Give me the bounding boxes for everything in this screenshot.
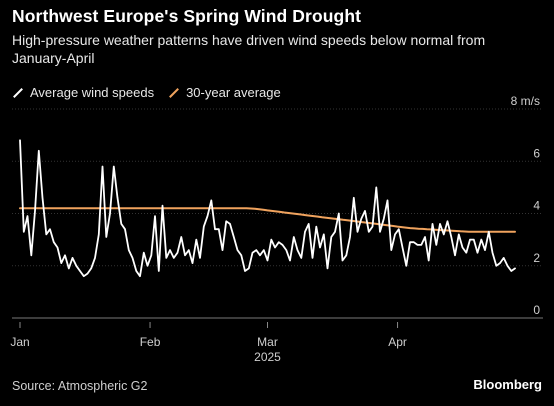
- y-tick-label-4: 4: [533, 199, 540, 213]
- chart-legend: Average wind speeds 30-year average: [12, 85, 281, 100]
- x-tick-label-mar: Mar: [257, 335, 278, 349]
- legend-item-wind: Average wind speeds: [12, 85, 154, 100]
- x-tick-label-apr: Apr: [388, 335, 407, 349]
- legend-item-average: 30-year average: [168, 85, 281, 100]
- chart-title: Northwest Europe's Spring Wind Drought: [12, 6, 362, 26]
- gridlines: [12, 108, 543, 319]
- y-axis-ticks: 0 2 4 6 8 m/s: [511, 94, 541, 317]
- x-year-label: 2025: [254, 350, 281, 364]
- x-axis-ticks: Jan Feb Mar Apr 2025: [10, 322, 407, 364]
- bloomberg-logo: Bloomberg: [473, 377, 542, 392]
- legend-label-wind: Average wind speeds: [30, 85, 155, 100]
- y-unit-label: 8 m/s: [511, 94, 540, 108]
- series-line-average-wind-speeds: [19, 139, 516, 278]
- x-tick-label-feb: Feb: [140, 335, 161, 349]
- legend-label-average: 30-year average: [186, 85, 281, 100]
- chart-subtitle: High-pressure weather patterns have driv…: [12, 32, 486, 66]
- y-tick-label-2: 2: [533, 251, 540, 265]
- y-tick-label-0: 0: [533, 303, 540, 317]
- y-tick-label-6: 6: [533, 146, 540, 160]
- source-note: Source: Atmospheric G2: [12, 379, 148, 393]
- x-tick-label-jan: Jan: [10, 335, 29, 349]
- series-lines: [19, 139, 516, 278]
